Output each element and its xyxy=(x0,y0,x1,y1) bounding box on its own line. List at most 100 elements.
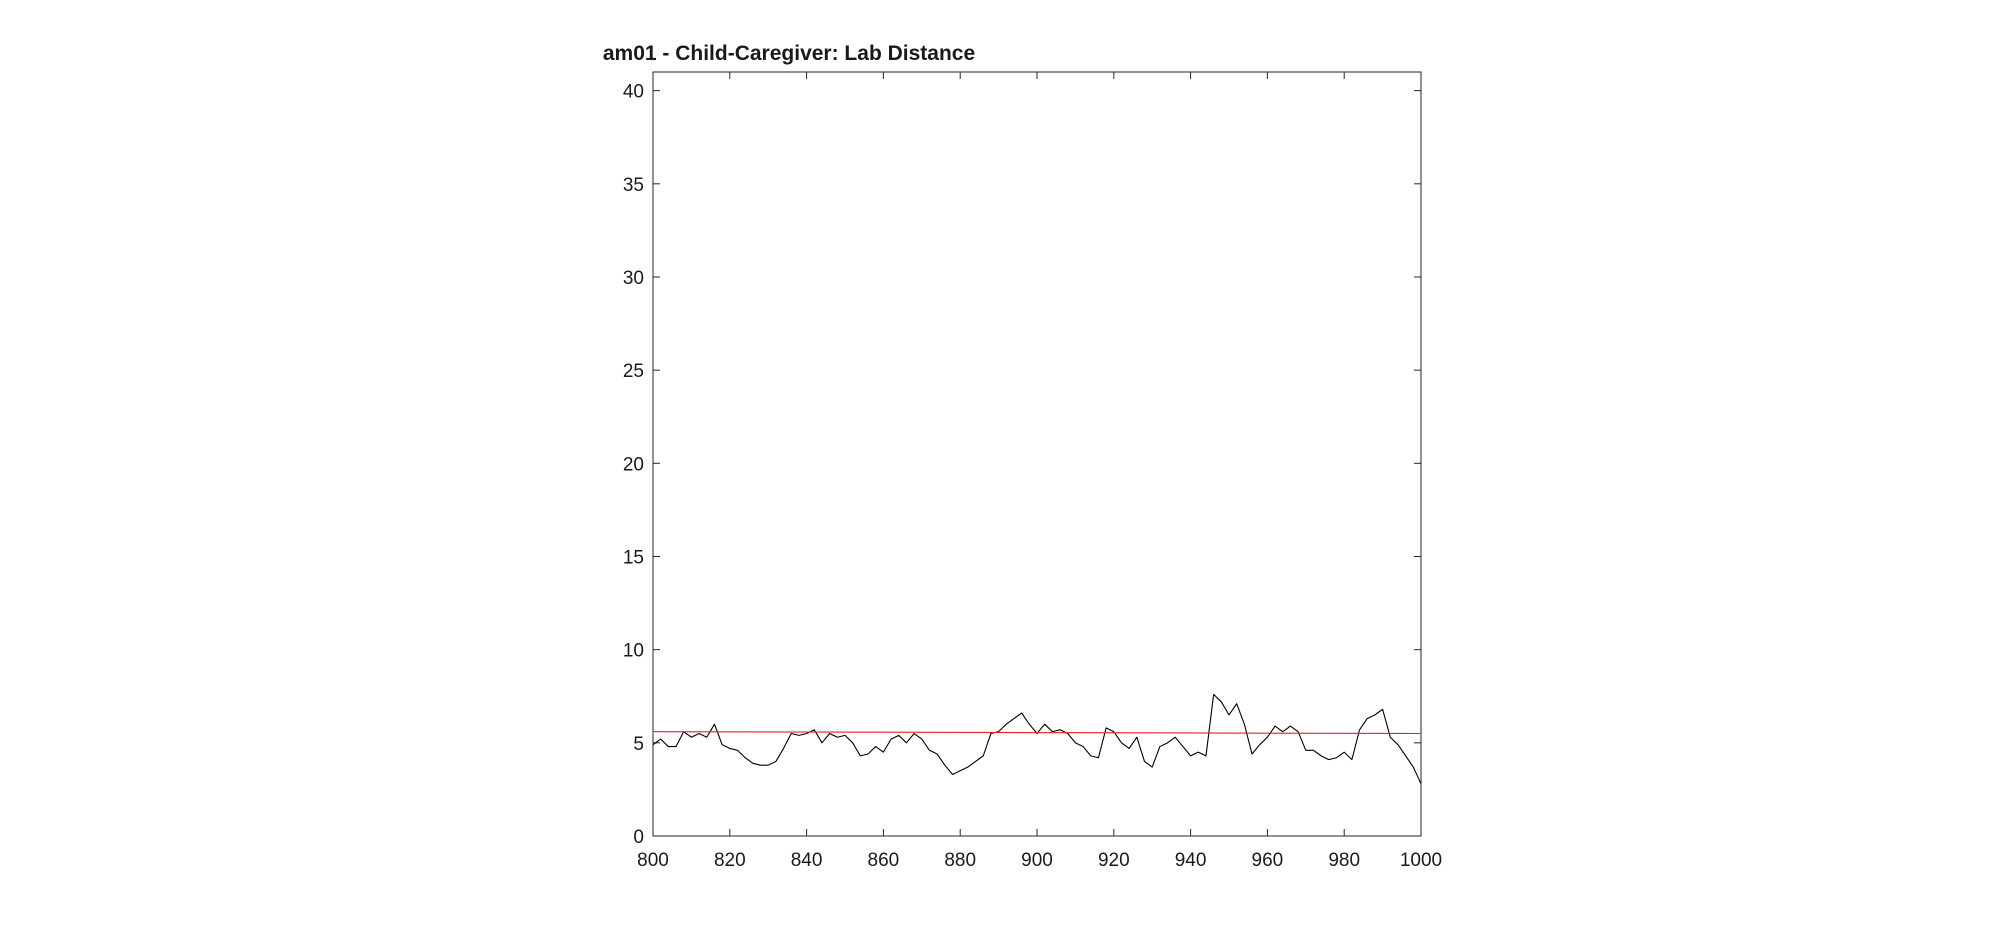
x-tick-label: 880 xyxy=(944,850,976,871)
distance-data-point xyxy=(1205,755,1206,756)
distance-data-point xyxy=(983,755,984,756)
distance-data-point xyxy=(1321,755,1322,756)
distance-data-point xyxy=(745,757,746,758)
distance-data-point xyxy=(1259,744,1260,745)
distance-data-point xyxy=(883,752,884,753)
distance-data-point xyxy=(722,744,723,745)
distance-data-point xyxy=(914,733,915,734)
distance-data-point xyxy=(1374,714,1375,715)
distance-data-point xyxy=(791,733,792,734)
distance-data-point xyxy=(1198,752,1199,753)
distance-data-point xyxy=(1059,729,1060,730)
distance-data-point xyxy=(1397,744,1398,745)
y-tick-label: 5 xyxy=(633,734,644,755)
x-tick-label: 900 xyxy=(1021,850,1053,871)
distance-data-point xyxy=(1144,761,1145,762)
x-tick-label: 800 xyxy=(637,850,669,871)
distance-data-point xyxy=(1228,714,1229,715)
x-tick-label: 820 xyxy=(714,850,746,871)
distance-data-point xyxy=(698,733,699,734)
distance-data-point xyxy=(1251,753,1252,754)
x-tick-label: 840 xyxy=(791,850,823,871)
distance-data-point xyxy=(737,750,738,751)
x-tick-label: 860 xyxy=(868,850,900,871)
distance-data-point xyxy=(1175,737,1176,738)
distance-data-point xyxy=(806,733,807,734)
x-tick-label: 940 xyxy=(1175,850,1207,871)
distance-data-point xyxy=(837,737,838,738)
distance-data-point xyxy=(1359,729,1360,730)
x-tick-label: 1000 xyxy=(1400,850,1442,871)
distance-data-point xyxy=(990,733,991,734)
distance-data-point xyxy=(1098,757,1099,758)
distance-data-point xyxy=(714,724,715,725)
distance-data-point xyxy=(1420,783,1421,784)
distance-data-point xyxy=(821,742,822,743)
plot-area: 800 820 840 860 880 900 920 940 960 980 1000 0 5 10 15… xyxy=(623,71,1442,871)
mean-data-point xyxy=(1420,733,1421,734)
distance-data-point xyxy=(1106,727,1107,728)
distance-data-point xyxy=(1190,755,1191,756)
distance-data-point xyxy=(1136,737,1137,738)
distance-data-point xyxy=(1244,724,1245,725)
distance-data-point xyxy=(1044,724,1045,725)
distance-data-point xyxy=(1075,742,1076,743)
distance-data-point xyxy=(1006,724,1007,725)
distance-data-point xyxy=(844,735,845,736)
distance-data-point xyxy=(752,763,753,764)
distance-data-point xyxy=(814,729,815,730)
distance-data-point xyxy=(1390,737,1391,738)
distance-data-point xyxy=(1121,742,1122,743)
distance-data-point xyxy=(1167,742,1168,743)
distance-data-point xyxy=(1305,750,1306,751)
mean-line xyxy=(652,731,1422,735)
distance-data-point xyxy=(706,737,707,738)
distance-data-point xyxy=(852,742,853,743)
distance-data-point xyxy=(937,753,938,754)
distance-data-point xyxy=(798,735,799,736)
x-tick-label: 980 xyxy=(1328,850,1360,871)
distance-data-point xyxy=(1413,766,1414,767)
distance-data-point xyxy=(1267,737,1268,738)
distance-data-point xyxy=(906,742,907,743)
distance-data-point xyxy=(1152,766,1153,767)
distance-data-point xyxy=(1113,731,1114,732)
distance-data-point xyxy=(783,748,784,749)
distance-data-point xyxy=(1213,694,1214,695)
y-tick-label: 20 xyxy=(623,454,644,475)
distance-data-point xyxy=(729,748,730,749)
distance-data-point xyxy=(1090,755,1091,756)
distance-data-point xyxy=(890,739,891,740)
y-tick-label: 35 xyxy=(623,175,644,196)
distance-data-point xyxy=(875,746,876,747)
distance-data-point xyxy=(1082,746,1083,747)
distance-data-point xyxy=(860,755,861,756)
distance-data-point xyxy=(944,765,945,766)
distance-data-point xyxy=(1282,731,1283,732)
distance-data-point xyxy=(1313,750,1314,751)
y-tick-label: 10 xyxy=(623,641,644,662)
y-tick-label: 0 xyxy=(633,827,644,848)
distance-data-point xyxy=(691,737,692,738)
distance-data-point xyxy=(668,746,669,747)
distance-series-line xyxy=(652,693,1422,785)
distance-data-point xyxy=(1351,759,1352,760)
distance-data-point xyxy=(1382,709,1383,710)
distance-data-point xyxy=(775,761,776,762)
distance-data-point xyxy=(1221,701,1222,702)
distance-data-point xyxy=(921,739,922,740)
distance-data-point xyxy=(760,765,761,766)
distance-data-point xyxy=(1236,703,1237,704)
distance-data-point xyxy=(967,766,968,767)
distance-data-point xyxy=(1336,757,1337,758)
distance-data-point xyxy=(675,746,676,747)
y-tick-label: 40 xyxy=(623,82,644,103)
distance-data-point xyxy=(1159,746,1160,747)
distance-data-point xyxy=(1290,725,1291,726)
distance-data-point xyxy=(1344,752,1345,753)
distance-data-point xyxy=(975,761,976,762)
distance-data-point xyxy=(867,753,868,754)
distance-data-point xyxy=(1298,731,1299,732)
